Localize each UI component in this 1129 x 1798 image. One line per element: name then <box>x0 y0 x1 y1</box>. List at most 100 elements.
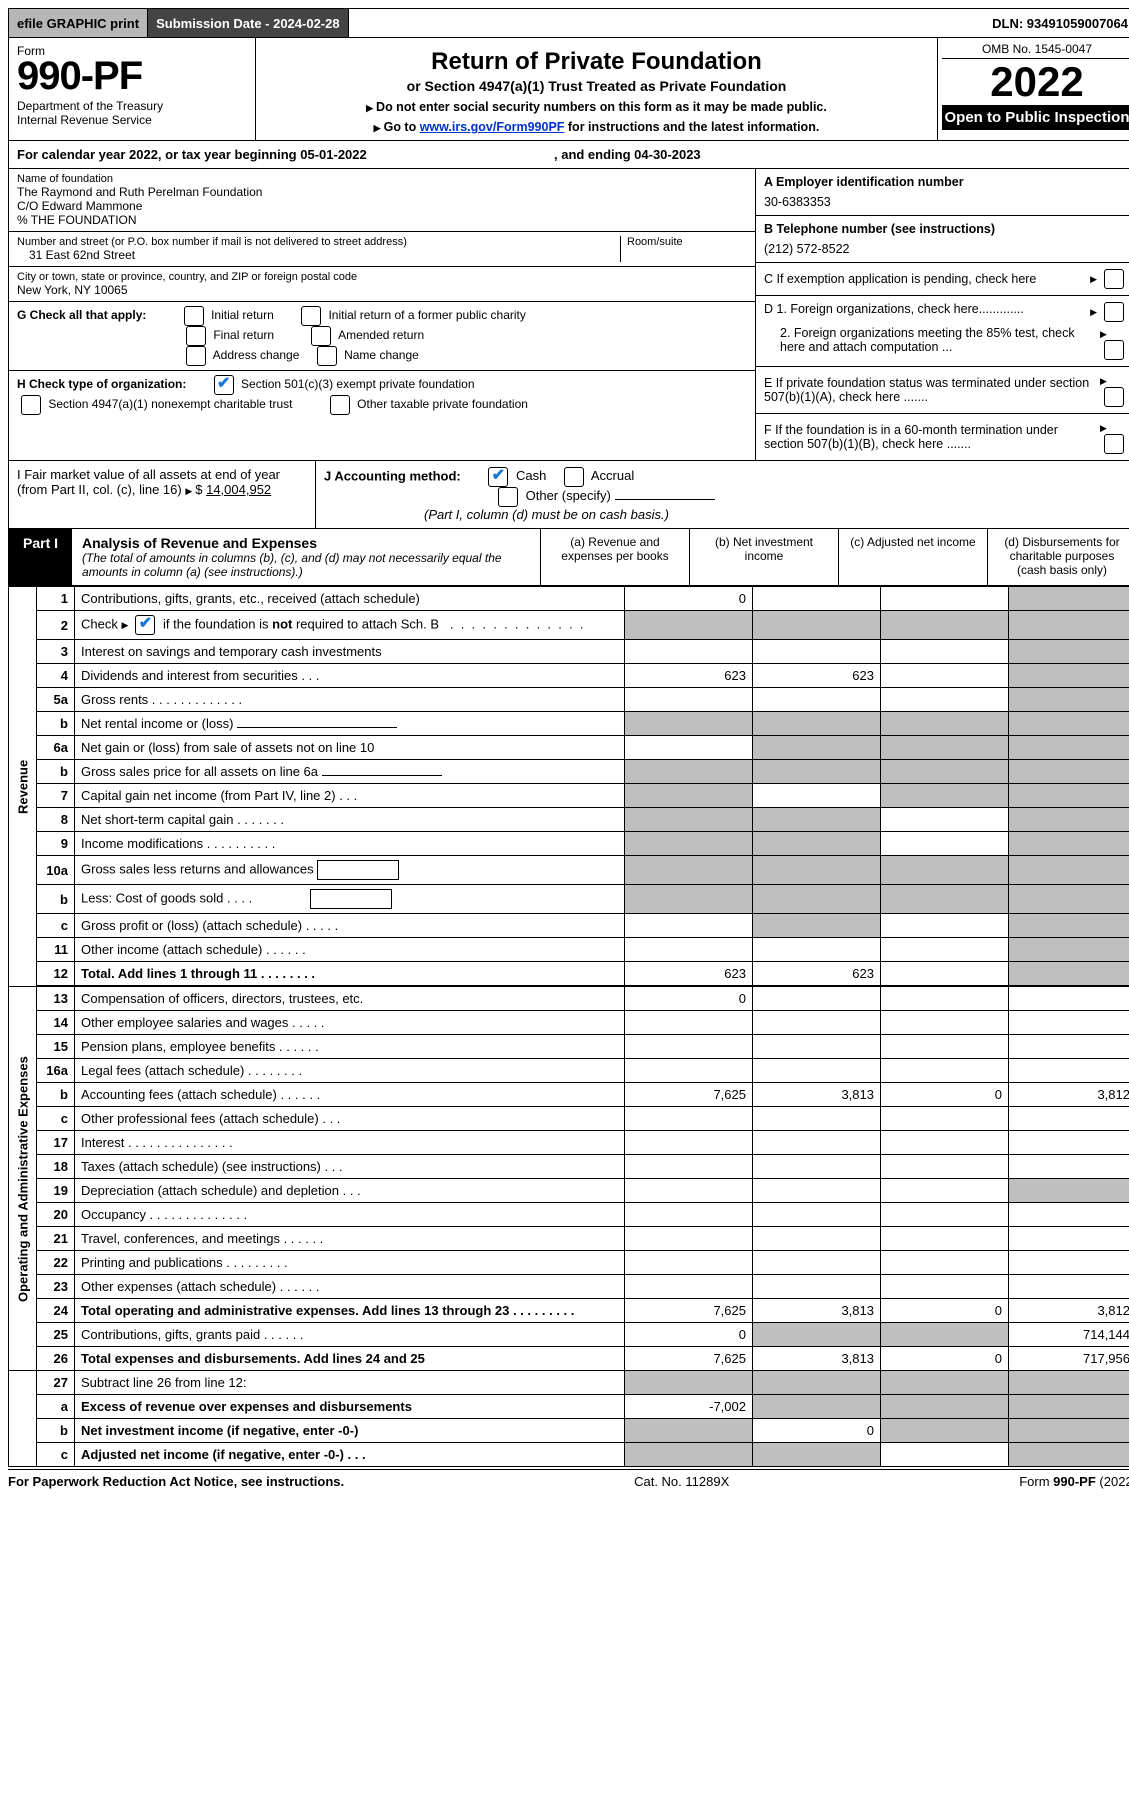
amended-return-checkbox[interactable] <box>311 326 331 346</box>
cash-checkbox[interactable] <box>488 467 508 487</box>
initial-former-checkbox[interactable] <box>301 306 321 326</box>
table-row: bGross sales price for all assets on lin… <box>9 760 1129 784</box>
ein-value: 30-6383353 <box>764 195 1128 209</box>
header-left: Form 990-PF Department of the Treasury I… <box>9 38 256 140</box>
table-row: 14Other employee salaries and wages . . … <box>9 1011 1129 1035</box>
d1-label: D 1. Foreign organizations, check here..… <box>764 302 1024 322</box>
other-taxable-checkbox[interactable] <box>330 395 350 415</box>
submission-date: Submission Date - 2024-02-28 <box>148 9 349 37</box>
note-goto-pre: Go to <box>384 120 420 134</box>
table-row: 27Subtract line 26 from line 12: <box>9 1371 1129 1395</box>
open-to-public: Open to Public Inspection <box>942 105 1129 130</box>
j-label: J Accounting method: <box>324 468 461 483</box>
table-row: 5aGross rents . . . . . . . . . . . . . <box>9 688 1129 712</box>
address-change-checkbox[interactable] <box>186 346 206 366</box>
part1-table: Revenue 1Contributions, gifts, grants, e… <box>8 586 1129 1467</box>
g-c3: Final return <box>213 328 274 342</box>
h-c2: Section 4947(a)(1) nonexempt charitable … <box>48 397 292 411</box>
60month-checkbox[interactable] <box>1104 434 1124 454</box>
phone-label: B Telephone number (see instructions) <box>764 222 995 236</box>
table-row: cGross profit or (loss) (attach schedule… <box>9 914 1129 938</box>
table-row: 23Other expenses (attach schedule) . . .… <box>9 1275 1129 1299</box>
table-row: cAdjusted net income (if negative, enter… <box>9 1443 1129 1467</box>
501c3-checkbox[interactable] <box>214 375 234 395</box>
top-bar: efile GRAPHIC print Submission Date - 20… <box>8 8 1129 38</box>
g-c2: Initial return of a former public charit… <box>328 308 525 322</box>
expenses-label: Operating and Administrative Expenses <box>9 987 37 1371</box>
col-c-header: (c) Adjusted net income <box>838 529 987 585</box>
i-j-row: I Fair market value of all assets at end… <box>8 461 1129 529</box>
col-d-header: (d) Disbursements for charitable purpose… <box>987 529 1129 585</box>
part1-header: Part I Analysis of Revenue and Expenses … <box>8 529 1129 586</box>
table-row: bNet rental income or (loss) <box>9 712 1129 736</box>
j-cash: Cash <box>516 468 546 483</box>
foreign-85-checkbox[interactable] <box>1104 340 1124 360</box>
note-goto-post: for instructions and the latest informat… <box>564 120 819 134</box>
table-row: 16aLegal fees (attach schedule) . . . . … <box>9 1059 1129 1083</box>
omb-number: OMB No. 1545-0047 <box>942 42 1129 59</box>
table-row: 3Interest on savings and temporary cash … <box>9 640 1129 664</box>
schb-checkbox[interactable] <box>135 615 155 635</box>
cal-pre: For calendar year 2022, or tax year begi… <box>17 147 300 162</box>
final-return-checkbox[interactable] <box>186 326 206 346</box>
addr: 31 East 62nd Street <box>17 248 620 262</box>
phone-value: (212) 572-8522 <box>764 242 1128 256</box>
terminated-checkbox[interactable] <box>1104 387 1124 407</box>
foundation-name2: C/O Edward Mammone <box>17 199 747 213</box>
name-change-checkbox[interactable] <box>317 346 337 366</box>
c-label: C If exemption application is pending, c… <box>764 272 1036 286</box>
table-row: 12Total. Add lines 1 through 11 . . . . … <box>9 962 1129 986</box>
table-row: cOther professional fees (attach schedul… <box>9 1107 1129 1131</box>
table-row: 9Income modifications . . . . . . . . . … <box>9 832 1129 856</box>
note-ssn: Do not enter social security numbers on … <box>376 100 827 114</box>
calendar-year-line: For calendar year 2022, or tax year begi… <box>8 141 1129 169</box>
table-row: 8Net short-term capital gain . . . . . .… <box>9 808 1129 832</box>
table-row: 19Depreciation (attach schedule) and dep… <box>9 1179 1129 1203</box>
g-c1: Initial return <box>211 308 274 322</box>
table-row: 15Pension plans, employee benefits . . .… <box>9 1035 1129 1059</box>
irs-link[interactable]: www.irs.gov/Form990PF <box>420 120 565 134</box>
g-c4: Amended return <box>338 328 424 342</box>
col-a-header: (a) Revenue and expenses per books <box>540 529 689 585</box>
form-subtitle: or Section 4947(a)(1) Trust Treated as P… <box>264 78 929 94</box>
dept-line1: Department of the Treasury <box>17 99 247 113</box>
col-b-header: (b) Net investment income <box>689 529 838 585</box>
table-row: 24Total operating and administrative exp… <box>9 1299 1129 1323</box>
dept-line2: Internal Revenue Service <box>17 113 247 127</box>
ein-label: A Employer identification number <box>764 175 964 189</box>
table-row: 2Check if the foundation is not required… <box>9 611 1129 640</box>
table-row: aExcess of revenue over expenses and dis… <box>9 1395 1129 1419</box>
g-label: G Check all that apply: <box>17 308 146 322</box>
table-row: 25Contributions, gifts, grants paid . . … <box>9 1323 1129 1347</box>
e-label: E If private foundation status was termi… <box>764 376 1100 404</box>
city-label: City or town, state or province, country… <box>17 271 747 283</box>
table-row: 10aGross sales less returns and allowanc… <box>9 856 1129 885</box>
tax-year: 2022 <box>942 61 1129 103</box>
h-c3: Other taxable private foundation <box>357 397 528 411</box>
j-other: Other (specify) <box>526 488 611 503</box>
part1-label: Part I <box>9 529 72 585</box>
id-left: Name of foundation The Raymond and Ruth … <box>9 169 755 460</box>
initial-return-checkbox[interactable] <box>184 306 204 326</box>
form-title: Return of Private Foundation <box>264 48 929 76</box>
table-row: 11Other income (attach schedule) . . . .… <box>9 938 1129 962</box>
f-label: F If the foundation is in a 60-month ter… <box>764 423 1100 451</box>
page-footer: For Paperwork Reduction Act Notice, see … <box>8 1469 1129 1489</box>
table-row: 17Interest . . . . . . . . . . . . . . . <box>9 1131 1129 1155</box>
revenue-label: Revenue <box>9 587 37 987</box>
4947-checkbox[interactable] <box>21 395 41 415</box>
h-label: H Check type of organization: <box>17 377 186 391</box>
table-row: 20Occupancy . . . . . . . . . . . . . . <box>9 1203 1129 1227</box>
g-c6: Name change <box>344 348 419 362</box>
d2-label: 2. Foreign organizations meeting the 85%… <box>764 326 1100 360</box>
h-c1: Section 501(c)(3) exempt private foundat… <box>241 377 474 391</box>
foundation-name1: The Raymond and Ruth Perelman Foundation <box>17 185 747 199</box>
foundation-name3: % THE FOUNDATION <box>17 213 747 227</box>
table-row: Operating and Administrative Expenses 13… <box>9 987 1129 1011</box>
exemption-pending-checkbox[interactable] <box>1104 269 1124 289</box>
table-row: bAccounting fees (attach schedule) . . .… <box>9 1083 1129 1107</box>
accrual-checkbox[interactable] <box>564 467 584 487</box>
other-method-checkbox[interactable] <box>498 487 518 507</box>
foreign-org-checkbox[interactable] <box>1104 302 1124 322</box>
table-row: 22Printing and publications . . . . . . … <box>9 1251 1129 1275</box>
